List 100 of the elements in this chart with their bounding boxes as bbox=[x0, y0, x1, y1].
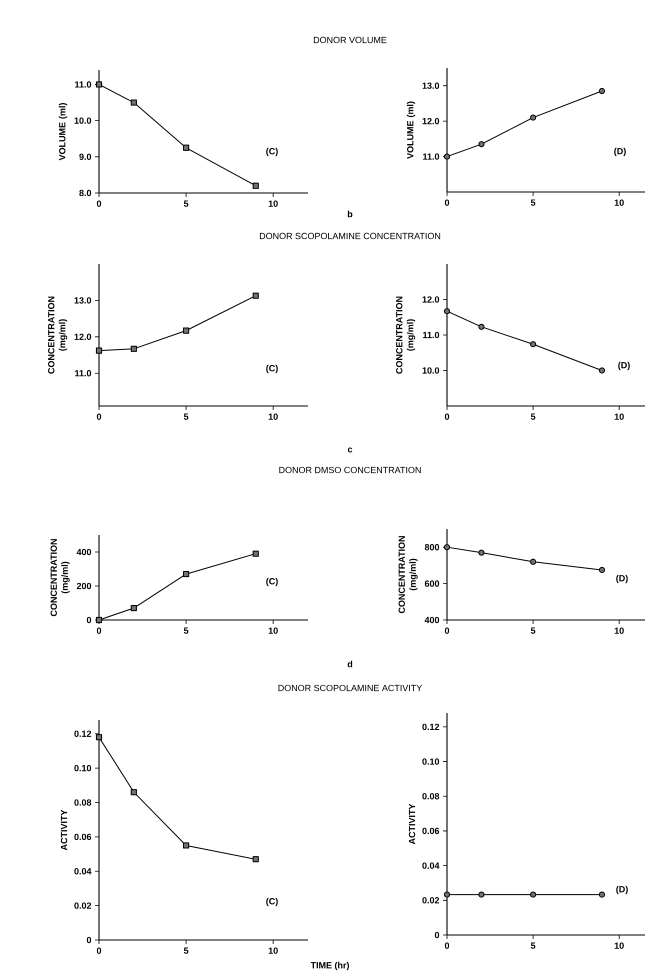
y-tick-label: 400 bbox=[424, 616, 440, 624]
x-tick-label: 10 bbox=[614, 414, 624, 420]
text: c bbox=[348, 448, 352, 452]
point bbox=[130, 346, 137, 352]
y-axis-title: CONCENTRATION (mg/ml) bbox=[48, 296, 68, 374]
point bbox=[444, 544, 450, 550]
x-tick-label: 5 bbox=[530, 200, 536, 206]
y-tick-label: 0.04 bbox=[422, 862, 440, 869]
point bbox=[530, 341, 536, 348]
point bbox=[96, 734, 102, 740]
y-axis-title: VOLUME (ml) bbox=[58, 103, 68, 160]
annotation: (C) bbox=[266, 364, 278, 374]
y-tick-label: 12.0 bbox=[422, 118, 440, 124]
annotation: (D) bbox=[618, 362, 630, 370]
x-tick-label: 10 bbox=[268, 414, 278, 420]
y-tick-label: 13.0 bbox=[74, 297, 92, 304]
x-tick-label: 5 bbox=[184, 200, 188, 207]
point bbox=[252, 550, 259, 557]
y-axis-title: CONCENTRATION (mg/ml) bbox=[396, 296, 416, 374]
x-tick-label: 10 bbox=[614, 942, 624, 949]
annotation: (C) bbox=[266, 578, 278, 586]
y-tick-label: 11.0 bbox=[423, 332, 440, 338]
x-tick-label: 10 bbox=[268, 200, 278, 207]
point bbox=[478, 324, 485, 330]
x-tick-label: 0 bbox=[96, 948, 102, 954]
x-axis-title: TIME (hr) bbox=[310, 962, 349, 970]
x-tick-label: 5 bbox=[530, 414, 536, 420]
y-tick-label: 0.10 bbox=[422, 758, 440, 765]
point bbox=[182, 328, 190, 334]
point bbox=[130, 605, 137, 612]
text: DONOR SCOPOLAMINE CONCENTRATION bbox=[260, 232, 440, 240]
x-tick-label: 0 bbox=[96, 200, 102, 207]
y-tick-label: 11.0 bbox=[423, 153, 440, 160]
annotation: (D) bbox=[616, 574, 628, 584]
point bbox=[130, 99, 137, 106]
text: DONOR SCOPOLAMINE ACTIVITY bbox=[278, 684, 422, 692]
y-tick-label: 12.0 bbox=[422, 296, 440, 303]
y-tick-label: 0 bbox=[86, 616, 92, 624]
point bbox=[96, 348, 102, 354]
text: b bbox=[348, 210, 352, 218]
point bbox=[444, 308, 450, 314]
x-tick-label: 0 bbox=[444, 628, 450, 634]
x-tick-label: 0 bbox=[444, 942, 450, 949]
point bbox=[478, 141, 485, 148]
y-axis-title: ACTIVITY bbox=[60, 810, 68, 850]
y-tick-label: 0.06 bbox=[422, 828, 440, 834]
point bbox=[598, 88, 606, 94]
y-tick-label: 0.06 bbox=[74, 834, 92, 840]
point bbox=[182, 842, 190, 849]
annotation: (D) bbox=[616, 886, 628, 894]
point bbox=[96, 616, 102, 624]
y-tick-label: 0.08 bbox=[422, 793, 440, 800]
point bbox=[252, 292, 259, 299]
text: DONOR VOLUME bbox=[314, 36, 386, 44]
text: DONOR DMSO CONCENTRATION bbox=[279, 466, 421, 474]
y-tick-label: 0.12 bbox=[422, 724, 440, 730]
y-axis-title: CONCENTRATION (mg/ml) bbox=[50, 539, 70, 616]
y-tick-label: 9.0 bbox=[79, 154, 92, 160]
y-axis-title: CONCENTRATION (mg/ml) bbox=[398, 536, 418, 614]
x-tick-label: 5 bbox=[530, 942, 536, 949]
x-tick-label: 10 bbox=[614, 628, 624, 634]
point bbox=[182, 144, 190, 151]
annotation: (C) bbox=[266, 898, 278, 906]
point bbox=[96, 81, 102, 88]
x-tick-label: 5 bbox=[184, 948, 188, 954]
y-tick-label: 13.0 bbox=[422, 82, 440, 89]
y-tick-label: 0.12 bbox=[74, 730, 92, 737]
annotation: (D) bbox=[614, 148, 626, 156]
point bbox=[444, 153, 450, 160]
y-tick-label: 600 bbox=[424, 580, 440, 587]
x-tick-label: 0 bbox=[444, 200, 450, 206]
y-tick-label: 0.08 bbox=[74, 799, 92, 806]
x-tick-label: 0 bbox=[444, 414, 450, 420]
y-tick-label: 0.10 bbox=[74, 764, 92, 772]
point bbox=[530, 114, 536, 121]
y-tick-label: 10.0 bbox=[422, 367, 440, 374]
point bbox=[478, 550, 485, 556]
x-tick-label: 5 bbox=[530, 628, 536, 634]
text: d bbox=[348, 660, 352, 668]
x-tick-label: 5 bbox=[184, 628, 188, 634]
x-tick-label: 5 bbox=[184, 414, 188, 420]
x-tick-label: 10 bbox=[268, 948, 278, 954]
x-tick-label: 10 bbox=[268, 628, 278, 634]
y-tick-label: 200 bbox=[76, 582, 92, 590]
point bbox=[252, 182, 259, 189]
y-tick-label: 0 bbox=[434, 932, 440, 938]
y-tick-label: 0.02 bbox=[74, 902, 92, 909]
point bbox=[130, 789, 137, 796]
y-tick-label: 8.0 bbox=[79, 190, 92, 196]
y-tick-label: 10.0 bbox=[74, 117, 92, 124]
y-tick-label: 800 bbox=[424, 544, 440, 550]
y-axis-title: ACTIVITY bbox=[408, 804, 416, 844]
y-tick-label: 11.0 bbox=[75, 81, 92, 88]
point bbox=[598, 566, 606, 574]
point bbox=[252, 856, 259, 862]
annotation: (C) bbox=[266, 148, 278, 156]
x-tick-label: 0 bbox=[96, 628, 102, 634]
y-axis-title: VOLUME (ml) bbox=[406, 102, 416, 159]
x-tick-label: 10 bbox=[614, 200, 624, 206]
point bbox=[182, 571, 190, 578]
